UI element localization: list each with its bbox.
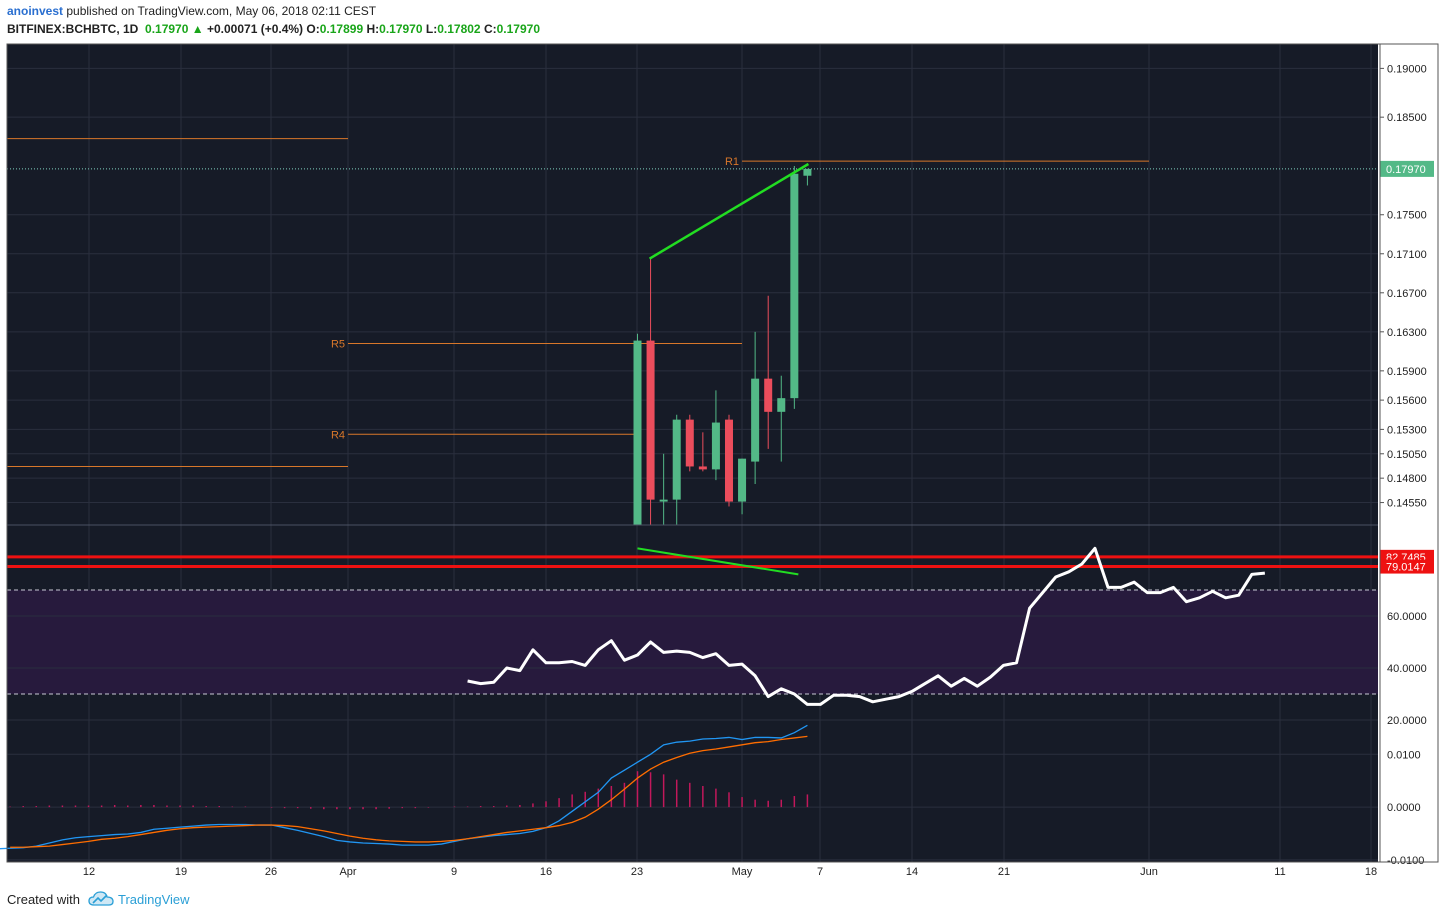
change-arrow-icon: ▲ [191, 22, 204, 36]
close-label: C: [483, 22, 497, 36]
last-price-tag [1380, 160, 1434, 177]
tradingview-brand-link[interactable]: TradingView [118, 892, 190, 907]
close-value: 0.17970 [496, 22, 541, 36]
open-label: O: [306, 22, 320, 36]
candle-body [698, 466, 707, 470]
price-tick-label: 0.16700 [1387, 288, 1427, 300]
macd-tick-label: -0.0100 [1387, 855, 1424, 867]
rsi-level-tag [1380, 559, 1434, 574]
chart-header: anoinvest published on TradingView.com, … [0, 0, 1444, 40]
candle-body [803, 168, 812, 176]
price-tick-label: 0.16300 [1387, 327, 1427, 339]
x-tick-label: 9 [451, 866, 457, 878]
x-tick-label: 11 [1274, 866, 1285, 878]
candle-body [751, 378, 760, 462]
rsi-tick-label: 40.0000 [1387, 663, 1427, 675]
time-axis-background [7, 862, 1438, 881]
price-tick-label: 0.15300 [1387, 424, 1427, 436]
low-value: 0.17802 [437, 22, 481, 36]
low-label: L: [425, 22, 438, 36]
price-tick-label: 0.18500 [1387, 112, 1427, 124]
price-tick-label: 0.15050 [1387, 449, 1427, 461]
price-tick-label: 0.14800 [1387, 473, 1427, 485]
price-tick-label: 0.19000 [1387, 63, 1427, 75]
high-value: 0.17970 [379, 22, 423, 36]
open-value: 0.17899 [319, 22, 364, 36]
price-tick-label: 0.15900 [1387, 366, 1427, 378]
candle-body [711, 422, 720, 470]
price-trendline [648, 162, 810, 260]
candle-body [685, 419, 694, 467]
candle-body [659, 499, 668, 502]
candle-body [738, 458, 747, 502]
chart-border [6, 43, 1439, 863]
candle-body [724, 419, 733, 502]
x-tick-label: May [732, 866, 753, 878]
candle-body [777, 398, 786, 412]
rsi-trendline [637, 547, 799, 576]
x-tick-label: Jun [1140, 866, 1158, 878]
price-tick-label: 0.14550 [1387, 498, 1427, 510]
macd-tick-label: 0.0100 [1387, 749, 1421, 761]
price-tick-label: 0.17100 [1387, 249, 1427, 261]
rsi-band-fill [7, 590, 1378, 694]
rsi-level-label: 79.0147 [1386, 562, 1426, 574]
signal-line [10, 735, 808, 848]
price-tick-label: 0.15600 [1387, 395, 1427, 407]
x-tick-label: Apr [339, 866, 356, 878]
x-tick-label: 21 [998, 866, 1010, 878]
pivot-label: R1 [725, 156, 739, 168]
high-label: H: [366, 22, 380, 36]
pivot-label: R4 [331, 429, 345, 441]
price-axis-background [1380, 44, 1438, 862]
rsi-line [467, 546, 1266, 706]
created-with-text: Created with [7, 892, 80, 907]
candle-body [764, 378, 773, 412]
symbol-label: BITFINEX:BCHBTC, 1D [7, 22, 139, 36]
x-tick-label: 16 [540, 866, 552, 878]
last-price: 0.17970 [145, 22, 189, 36]
candle-body [646, 340, 655, 500]
publish-info: anoinvest published on TradingView.com, … [7, 4, 376, 18]
footer: Created with TradingView [0, 881, 1444, 917]
x-tick-label: 7 [817, 866, 823, 878]
x-tick-label: 19 [175, 866, 187, 878]
macd-line [0, 724, 808, 850]
last-price-tag-label: 0.17970 [1386, 164, 1426, 176]
candle-body [633, 340, 642, 525]
change-value: +0.00071 (+0.4%) [206, 22, 304, 36]
candle-body [790, 173, 799, 399]
rsi-tick-label: 60.0000 [1387, 611, 1427, 623]
price-tick-label: 0.17500 [1387, 210, 1427, 222]
published-text: published on TradingView.com, May 06, 20… [66, 4, 377, 18]
x-tick-label: 26 [265, 866, 277, 878]
author-link[interactable]: anoinvest [7, 4, 64, 18]
tradingview-cloud-icon [88, 891, 114, 906]
macd-tick-label: 0.0000 [1387, 802, 1421, 814]
rsi-tick-label: 20.0000 [1387, 715, 1427, 727]
pivot-label: R5 [331, 339, 345, 351]
x-tick-label: 18 [1365, 866, 1377, 878]
x-tick-label: 12 [83, 866, 95, 878]
chart-canvas[interactable]: 12 19 26 Apr 9 16 23 May 7 14 21 Jun 11 18 0.19000 0.18… [0, 40, 1444, 881]
candle-body [672, 419, 681, 500]
ohlc-legend: BITFINEX:BCHBTC, 1D 0.17970 ▲ +0.00071 (… [7, 22, 540, 36]
x-tick-label: 14 [906, 866, 918, 878]
x-tick-label: 23 [631, 866, 643, 878]
